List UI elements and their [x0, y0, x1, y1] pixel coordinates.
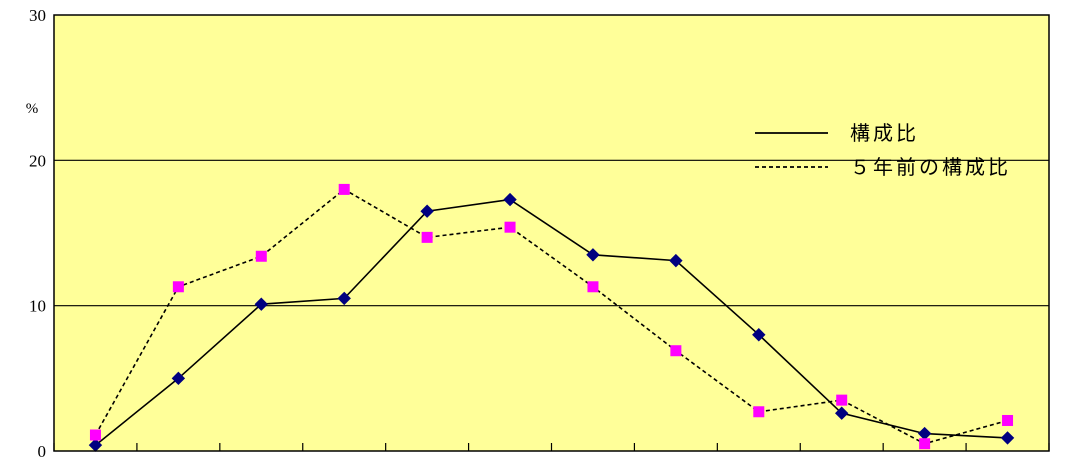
data-point-series-1-5 [420, 204, 434, 218]
data-point-series-2-5 [421, 231, 433, 243]
series-lines [94, 188, 1008, 446]
data-point-series-2-9 [753, 406, 765, 418]
data-point-series-1-3 [254, 297, 268, 311]
data-point-series-1-2 [171, 371, 186, 386]
data-point-series-2-7 [587, 281, 599, 293]
y-tick-label-0: 0 [38, 442, 47, 459]
plot-area [54, 15, 1049, 451]
y-tick-label-10: 10 [29, 297, 46, 316]
data-point-series-2-2 [172, 281, 184, 293]
data-point-series-1-12 [1000, 431, 1015, 445]
y-tick-label-30: 30 [29, 6, 46, 25]
data-point-series-2-6 [504, 221, 516, 233]
data-point-series-1-7 [586, 248, 600, 262]
y-tick-label-20: 20 [29, 151, 46, 170]
series-line-2 [94, 188, 1008, 445]
gridlines [54, 159, 1049, 307]
y-axis-unit-label: % [26, 101, 39, 117]
series-markers [88, 183, 1015, 452]
data-point-series-2-4 [338, 183, 350, 195]
data-point-series-2-8 [670, 345, 682, 357]
data-point-series-1-6 [503, 192, 517, 207]
data-point-series-2-11 [919, 438, 931, 450]
data-point-series-1-9 [752, 328, 766, 342]
legend: 構成比 ５年前の構成比 [755, 121, 1011, 179]
data-point-series-2-3 [255, 250, 267, 262]
data-point-series-1-8 [669, 253, 683, 268]
data-point-series-2-1 [89, 429, 101, 441]
legend-label-series-1: 構成比 [850, 121, 919, 145]
data-point-series-1-4 [337, 291, 351, 306]
x-axis-ticks [53, 443, 1050, 451]
data-point-series-2-10 [836, 394, 848, 406]
series-line-1 [94, 198, 1008, 446]
legend-label-series-2: ５年前の構成比 [850, 155, 1011, 179]
y-axis-tick-labels: 0 10 20 30 [29, 6, 46, 459]
data-point-series-1-10 [835, 406, 849, 420]
plot-border [53, 14, 1050, 452]
data-point-series-2-12 [1002, 414, 1014, 426]
